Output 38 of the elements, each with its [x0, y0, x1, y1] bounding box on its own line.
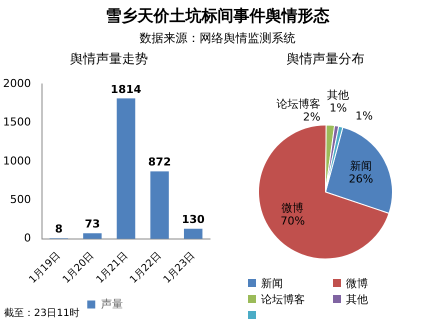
x-tick-label: 1月21日 [94, 250, 130, 286]
bar [150, 171, 169, 239]
bar [83, 233, 102, 239]
y-tick-label: 1000 [2, 154, 31, 168]
chart-title: 舆情声量分布 [286, 51, 366, 69]
y-tick-label: 0 [24, 232, 31, 245]
data-label: 872 [148, 156, 172, 169]
slice-label: 论坛博客 [276, 98, 320, 111]
text: 截至：23日11时 [4, 306, 80, 320]
legend-label: 新闻 [261, 276, 283, 290]
data-label: 1814 [110, 82, 142, 96]
y-tick-label: 2000 [2, 76, 31, 90]
text: 雪乡天价土坑标间事件舆情形态 [104, 6, 330, 27]
y-tick-label: 1500 [2, 116, 31, 129]
data-label: 1% [355, 110, 373, 123]
data-label: 26% [348, 172, 374, 186]
slice-label: 新闻 [350, 159, 372, 172]
bar [116, 98, 136, 239]
slice-label: 其他 [327, 88, 350, 102]
data-label: 8 [54, 222, 63, 236]
y-tick-label: 500 [10, 193, 31, 206]
x-tick-label: 1月22日 [128, 250, 164, 286]
legend-label: 声量 [100, 297, 123, 310]
bar [184, 228, 202, 239]
chart-title: 舆情声量走势 [69, 51, 149, 69]
data-label: 130 [182, 213, 206, 226]
legend-label: 论坛博客 [261, 292, 305, 306]
data-label: 1% [329, 101, 347, 114]
legend-label: 其他 [346, 292, 368, 306]
x-tick-label: 1月19日 [27, 250, 63, 286]
legend-label: 微博 [346, 276, 368, 290]
text: 数据来源：网络舆情监测系统 [138, 30, 296, 47]
x-tick-label: 1月23日 [162, 250, 198, 286]
x-tick-label: 1月20日 [60, 250, 96, 286]
slice-label: 微博 [282, 202, 304, 215]
data-label: 2% [302, 110, 320, 124]
data-label: 73 [84, 218, 100, 231]
data-label: 70% [280, 214, 305, 228]
